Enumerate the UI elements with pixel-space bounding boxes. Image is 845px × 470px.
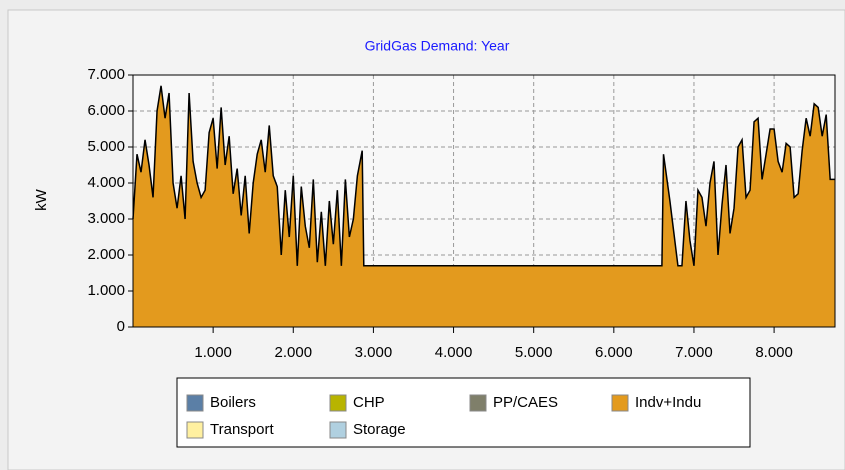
y-tick-label: 6.000	[87, 102, 125, 119]
y-tick-label: 0	[117, 318, 125, 335]
legend-label: CHP	[353, 394, 385, 411]
plot-border	[132, 74, 836, 328]
legend-label: PP/CAES	[493, 394, 558, 411]
y-tick-label: 3.000	[87, 210, 125, 227]
area-outline	[132, 85, 835, 267]
legend-swatch	[186, 421, 204, 439]
area	[133, 85, 835, 327]
y-tick-label: 5.000	[87, 138, 125, 155]
legend-label: Indv+Indu	[635, 394, 701, 411]
legend	[176, 377, 751, 448]
y-tick-label: 1.000	[87, 282, 125, 299]
legend-label: Boilers	[210, 394, 256, 411]
legend-label: Storage	[353, 421, 406, 438]
x-tick-label: 1.000	[194, 344, 232, 361]
legend-swatch	[329, 421, 347, 439]
legend-label: Transport	[210, 421, 274, 438]
y-tick-label: 4.000	[87, 174, 125, 191]
x-tick-label: 3.000	[355, 344, 393, 361]
x-tick-label: 5.000	[515, 344, 553, 361]
legend-swatch	[611, 394, 629, 412]
y-axis-label: kW	[33, 188, 50, 211]
x-tick-label: 8.000	[755, 344, 793, 361]
y-tick-label: 7.000	[87, 66, 125, 83]
x-tick-label: 7.000	[675, 344, 713, 361]
legend-swatch	[186, 394, 204, 412]
y-tick-label: 2.000	[87, 246, 125, 263]
legend-swatch	[329, 394, 347, 412]
legend-swatch	[469, 394, 487, 412]
chart-title: GridGas Demand: Year	[365, 38, 510, 54]
x-tick-label: 2.000	[275, 344, 313, 361]
x-tick-label: 6.000	[595, 344, 633, 361]
x-tick-label: 4.000	[435, 344, 473, 361]
